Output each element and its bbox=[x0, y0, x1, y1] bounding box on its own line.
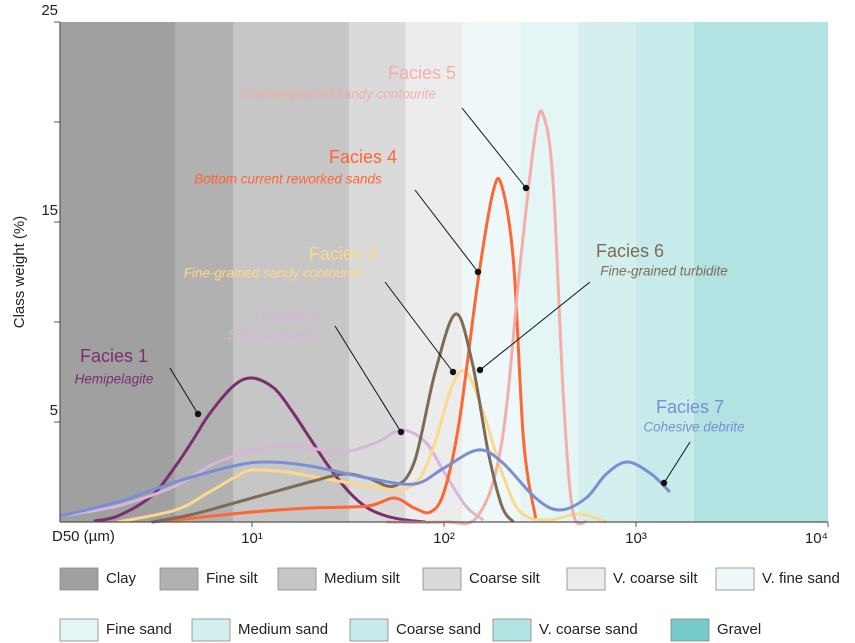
legend-swatch bbox=[159, 567, 199, 591]
facies-description: Silty contourite bbox=[228, 328, 317, 343]
size-band bbox=[693, 22, 828, 522]
legend-label: Clay bbox=[106, 570, 137, 587]
legend-swatch bbox=[670, 618, 710, 642]
size-band bbox=[462, 22, 521, 522]
size-band bbox=[636, 22, 694, 522]
leader-line bbox=[479, 281, 591, 371]
leader-dot bbox=[397, 428, 405, 436]
legend-label: V. coarse silt bbox=[613, 570, 698, 587]
facies-name: Facies 6 bbox=[596, 241, 664, 261]
legend-label: Gravel bbox=[717, 621, 761, 638]
legend-swatch bbox=[59, 618, 99, 642]
leader-dot bbox=[660, 479, 668, 487]
x-tick-label: 10³ bbox=[625, 530, 647, 547]
facies-name: Facies 4 bbox=[329, 147, 397, 167]
facies-curve bbox=[151, 177, 538, 524]
leader-line bbox=[663, 441, 691, 484]
facies-name: Facies 2 bbox=[254, 305, 322, 325]
legend-swatch bbox=[715, 567, 755, 591]
leader-dot bbox=[449, 368, 457, 376]
legend-label: Coarse silt bbox=[469, 570, 541, 587]
facies-description: Bottom current reworked sands bbox=[194, 172, 382, 187]
legend-label: Medium silt bbox=[324, 570, 401, 587]
legend-label: Fine sand bbox=[106, 621, 172, 638]
y-tick-label: 5 bbox=[50, 402, 58, 419]
legend-swatch bbox=[59, 567, 99, 591]
legend-label: V. fine sand bbox=[762, 570, 840, 587]
facies-name: Facies 3 bbox=[309, 244, 377, 264]
leader-line bbox=[169, 367, 199, 415]
facies-curve bbox=[117, 369, 607, 524]
leader-dot bbox=[522, 184, 530, 192]
legend-swatch bbox=[191, 618, 231, 642]
leader-line bbox=[334, 325, 402, 433]
facies-description: Hemipelagite bbox=[75, 372, 154, 387]
leader-line bbox=[414, 189, 479, 273]
size-band bbox=[520, 22, 579, 522]
leader-dot bbox=[476, 366, 484, 374]
size-band bbox=[405, 22, 463, 522]
facies-curve bbox=[386, 109, 588, 526]
size-band bbox=[60, 22, 176, 522]
x-tick-label: 10⁴ bbox=[805, 530, 828, 547]
facies-description: Cohesive debrite bbox=[643, 420, 744, 435]
legend-swatch bbox=[277, 567, 317, 591]
size-band bbox=[578, 22, 636, 522]
facies-name: Facies 1 bbox=[80, 346, 148, 366]
legend-label: V. coarse sand bbox=[539, 621, 638, 638]
legend-swatch bbox=[422, 567, 462, 591]
facies-description: Fine-grained turbidite bbox=[600, 264, 728, 279]
legend-label: Coarse sand bbox=[396, 621, 481, 638]
legend-swatch bbox=[492, 618, 532, 642]
leader-dot bbox=[194, 410, 202, 418]
facies-name: Facies 5 bbox=[388, 63, 456, 83]
facies-name: Facies 7 bbox=[656, 397, 724, 417]
facies-curve bbox=[151, 312, 515, 524]
legend-label: Medium sand bbox=[238, 621, 328, 638]
x-tick-label: 10¹ bbox=[241, 530, 263, 547]
legend-label: Fine silt bbox=[206, 570, 259, 587]
size-band bbox=[175, 22, 234, 522]
legend-swatch bbox=[349, 618, 389, 642]
y-tick-label: 25 bbox=[41, 2, 58, 19]
x-tick-label: 10² bbox=[433, 530, 455, 547]
y-tick-label: 15 bbox=[41, 202, 58, 219]
size-band bbox=[348, 22, 406, 522]
facies-curve bbox=[93, 376, 426, 524]
facies-description: Fine-grained sandy contourite bbox=[184, 266, 363, 281]
legend-swatch bbox=[566, 567, 606, 591]
x-axis-label: D50 (µm) bbox=[52, 528, 115, 545]
size-band bbox=[233, 22, 349, 522]
leader-dot bbox=[474, 268, 482, 276]
facies-description: Coarse-grained sandy contourite bbox=[240, 87, 436, 102]
leader-line bbox=[461, 107, 527, 189]
leader-line bbox=[384, 281, 454, 373]
facies-curve bbox=[59, 448, 671, 518]
y-axis-label: Class weight (%) bbox=[11, 216, 28, 329]
